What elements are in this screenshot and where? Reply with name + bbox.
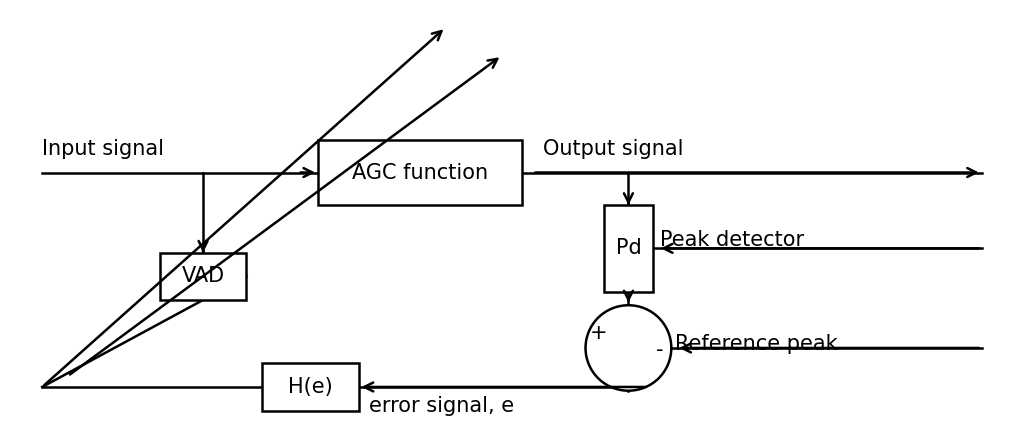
FancyBboxPatch shape — [262, 363, 358, 411]
FancyBboxPatch shape — [160, 252, 247, 300]
Text: -: - — [656, 340, 664, 360]
Text: error signal, e: error signal, e — [369, 396, 514, 416]
Text: Reference peak: Reference peak — [676, 334, 838, 354]
Text: AGC function: AGC function — [352, 163, 488, 183]
FancyBboxPatch shape — [604, 205, 653, 292]
Ellipse shape — [586, 305, 672, 391]
Text: Input signal: Input signal — [42, 139, 164, 159]
Text: H(e): H(e) — [288, 377, 333, 397]
Text: Output signal: Output signal — [543, 139, 683, 159]
Text: Peak detector: Peak detector — [660, 230, 804, 250]
Text: +: + — [590, 323, 607, 343]
Text: VAD: VAD — [181, 266, 224, 286]
Text: Pd: Pd — [615, 238, 641, 258]
FancyBboxPatch shape — [318, 140, 522, 205]
